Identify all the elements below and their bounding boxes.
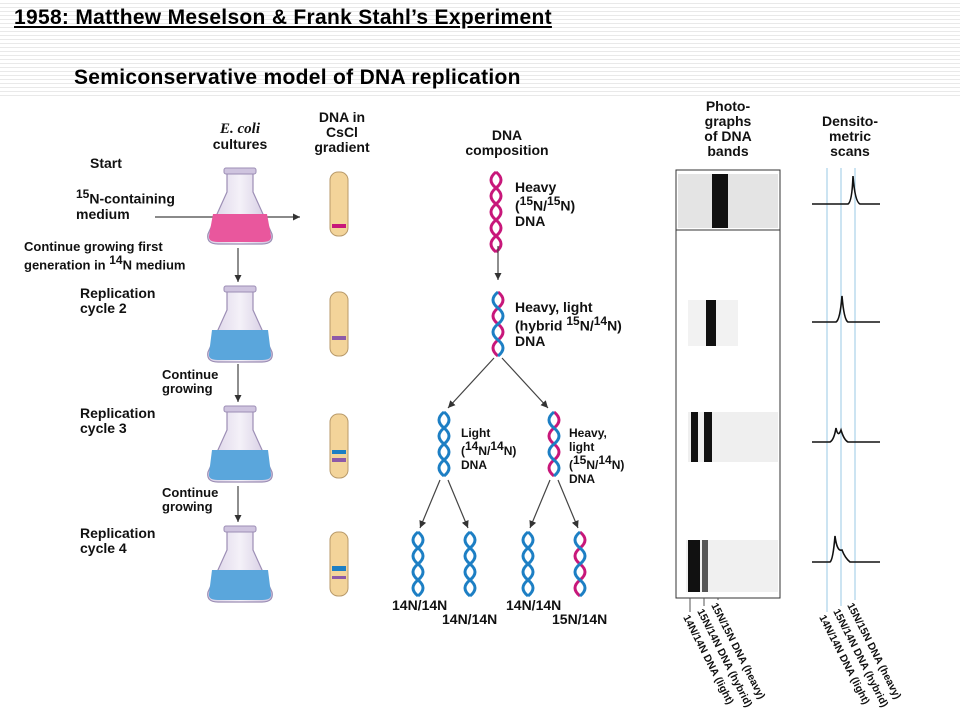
heavy-light-dna-label: Heavy, light (15N/14N) DNA — [569, 426, 625, 486]
scan-cycle3 — [812, 427, 880, 443]
photo-band-cycle3 — [688, 412, 778, 462]
photos-header: Photo- graphs of DNA bands — [704, 98, 752, 159]
photo-band-heavy — [678, 174, 778, 228]
scan-heavy — [812, 175, 880, 205]
start-label: Start — [90, 155, 122, 171]
ecoli-header: E. coli cultures — [212, 121, 268, 152]
gen4-label-2: 14N/14N — [442, 611, 498, 627]
arrow-gen4-2 — [447, 479, 469, 529]
medium-label: 15N-containing medium — [76, 187, 175, 222]
tube-cycle3 — [329, 413, 349, 479]
helix-light — [437, 410, 451, 478]
header-background — [0, 0, 960, 96]
scans-header: Densito- metric scans — [822, 113, 878, 159]
gen4-label-3: 14N/14N — [506, 597, 562, 613]
cycle4-label: Replication cycle 4 — [80, 525, 156, 556]
arrow-to-hybrid — [501, 357, 549, 409]
continue-first-label: Continue growing first generation in 14N… — [24, 239, 186, 273]
arrow-gen4-4 — [557, 479, 579, 529]
helix-gen4-3 — [521, 530, 535, 598]
gen4-label-1: 14N/14N — [392, 597, 448, 613]
arrow-to-light — [447, 357, 495, 409]
helix-heavy-light — [547, 410, 561, 478]
helix-hybrid — [491, 290, 505, 358]
gradient-header: DNA in CsCl gradient — [314, 109, 370, 155]
arrow-gen4-1 — [419, 479, 441, 529]
arrow-gen4-3 — [529, 479, 551, 529]
continue-b-label: Continue growing — [162, 485, 219, 514]
flask-cycle2 — [207, 285, 273, 363]
helix-gen4-2 — [463, 530, 477, 598]
scan-cycle4 — [812, 535, 880, 563]
tube-cycle2 — [329, 291, 349, 357]
tube-heavy — [329, 171, 349, 237]
tube-cycle4 — [329, 531, 349, 597]
helix-gen4-1 — [411, 530, 425, 598]
cycle3-label: Replication cycle 3 — [80, 405, 156, 436]
photo-band-hybrid — [688, 300, 738, 346]
flask-cycle4 — [207, 525, 273, 603]
page-title: 1958: Matthew Meselson & Frank Stahl’s E… — [14, 6, 552, 29]
flask-cycle3 — [207, 405, 273, 483]
continue-a-label: Continue growing — [162, 367, 219, 396]
page-subtitle: Semiconservative model of DNA replicatio… — [74, 66, 521, 89]
helix-heavy — [489, 170, 503, 254]
light-dna-label: Light (14N/14N) DNA — [461, 426, 517, 472]
photo-panel — [675, 169, 781, 599]
flask-heavy — [207, 167, 273, 245]
composition-header: DNA composition — [465, 127, 549, 158]
heavy-dna-label: Heavy (15N/15N) DNA — [515, 179, 576, 229]
helix-gen4-4 — [573, 530, 587, 598]
photo-band-cycle4 — [686, 540, 778, 592]
hybrid-dna-label: Heavy, light (hybrid 15N/14N) DNA — [515, 299, 622, 349]
scan-hybrid — [812, 295, 880, 323]
gen4-label-4: 15N/14N — [552, 611, 608, 627]
cycle2-label: Replication cycle 2 — [80, 285, 156, 316]
